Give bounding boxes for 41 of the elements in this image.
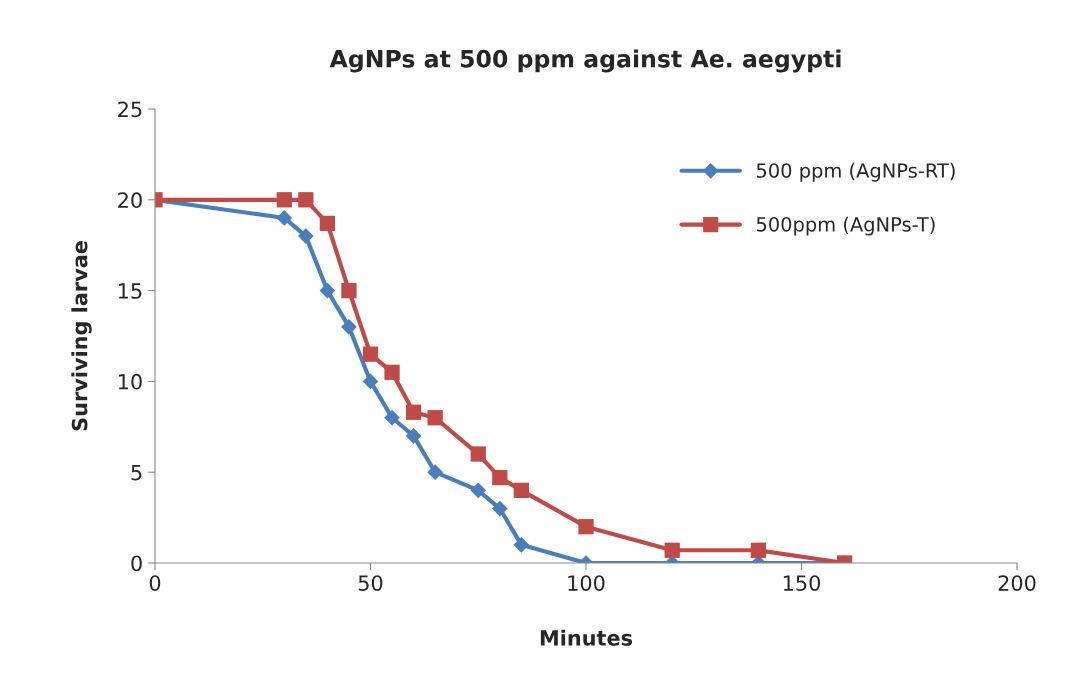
point (578, 519, 594, 535)
point (405, 428, 422, 444)
point (384, 409, 400, 426)
y-tick-label: 25 (118, 101, 142, 118)
point (276, 192, 292, 208)
y-tick-label: 20 (118, 192, 142, 209)
x-tick-label: 200 (998, 575, 1036, 591)
y-tick-label: 0 (131, 555, 142, 572)
y-tick-label: 5 (131, 464, 142, 481)
point (341, 282, 357, 299)
point (276, 210, 293, 226)
point (664, 542, 680, 558)
y-tick-label: 10 (118, 373, 142, 390)
x-tick-label: 50 (358, 575, 383, 591)
x-tick-label: 0 (149, 575, 161, 591)
x-tick-label: 100 (568, 575, 605, 591)
point (492, 470, 508, 486)
point (750, 542, 767, 558)
point (470, 482, 487, 499)
point (362, 346, 379, 362)
point (297, 228, 314, 244)
point (513, 482, 529, 498)
point (341, 319, 357, 335)
chart-title: AgNPs at 500 ppm against Ae. aegypti (329, 49, 841, 73)
point (362, 373, 379, 390)
y-axis-title: Surviving larvae (71, 241, 92, 431)
point (405, 404, 422, 420)
point (491, 500, 508, 517)
point (298, 192, 314, 208)
point (319, 282, 336, 299)
point (427, 464, 444, 481)
y-tick-label: 15 (118, 283, 142, 299)
point (427, 410, 443, 426)
point (513, 536, 530, 553)
legend-label: 500ppm (AgNPs-T) (756, 216, 935, 236)
point (470, 446, 486, 462)
x-tick-label: 150 (783, 575, 820, 591)
x-axis-title: Minutes (540, 629, 633, 646)
legend-label: 500 ppm (AgNPs-RT) (756, 162, 955, 182)
point (384, 364, 400, 380)
point (319, 215, 336, 232)
